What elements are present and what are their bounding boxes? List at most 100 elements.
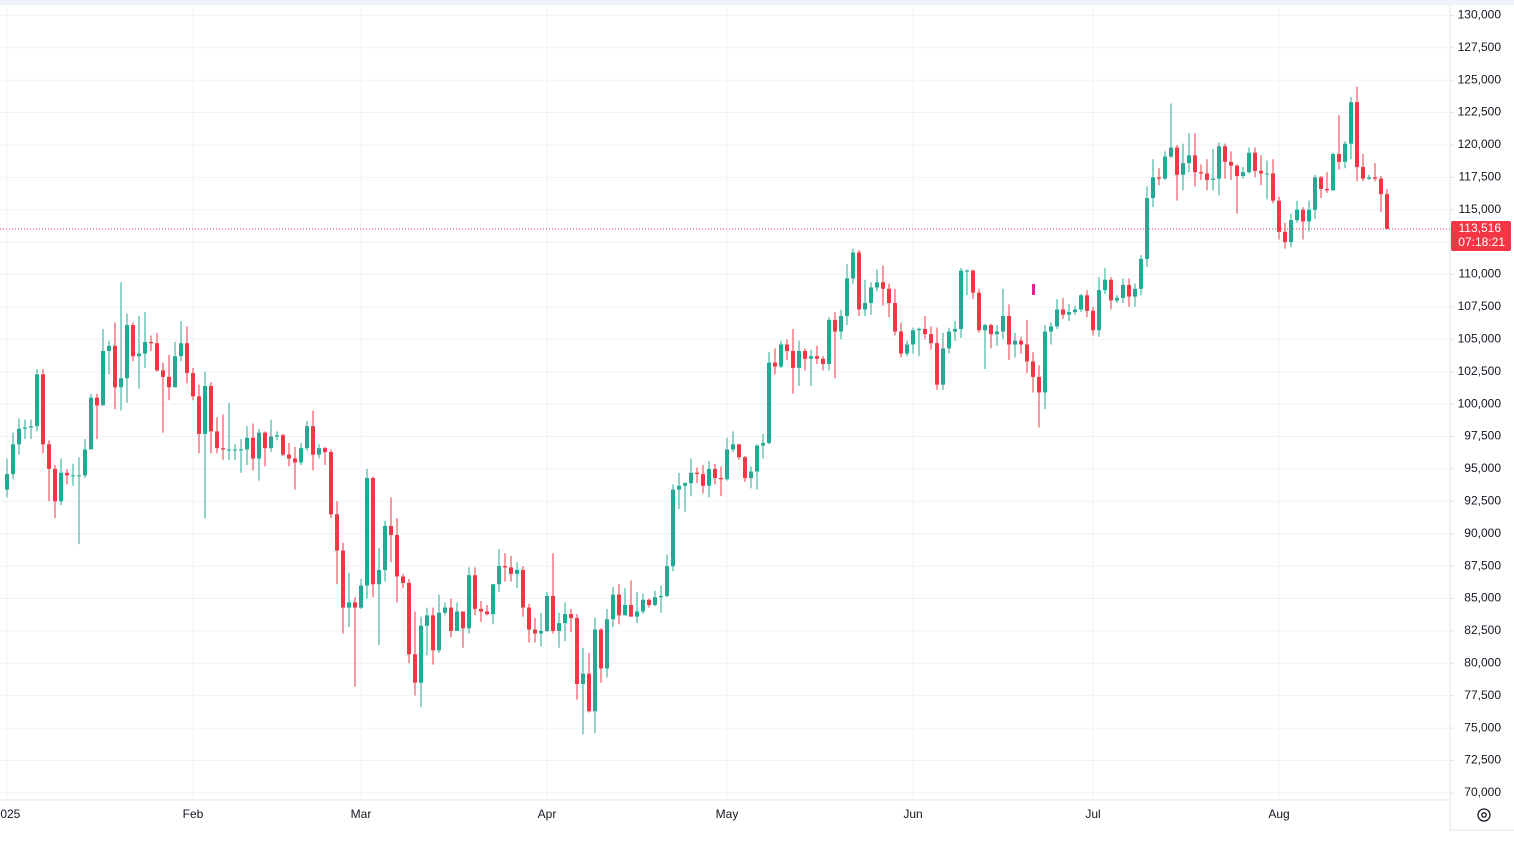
candle-body [1061, 309, 1065, 315]
candle-body [965, 270, 969, 272]
y-tick-label: 107,500 [1458, 299, 1502, 313]
marker [1032, 284, 1035, 295]
candle-body [689, 472, 693, 484]
candle-body [557, 623, 561, 631]
candle-body [467, 575, 471, 629]
candle-body [215, 431, 219, 449]
candle-body [383, 525, 387, 570]
candle-body [845, 278, 849, 317]
candle-body [209, 385, 213, 432]
candle-body [1259, 170, 1263, 174]
candle-body [173, 356, 177, 388]
candle-body [323, 448, 327, 453]
y-tick-label: 85,000 [1464, 591, 1501, 605]
candle-body [1295, 209, 1299, 221]
candle-body [545, 595, 549, 631]
candle-body [1013, 340, 1017, 345]
candle-body [275, 435, 279, 437]
candle-body [779, 344, 783, 367]
candle-body [659, 595, 663, 598]
y-tick-label: 120,000 [1458, 137, 1502, 151]
candle-body [821, 358, 825, 364]
candle-body [1337, 154, 1341, 162]
candle-body [1325, 189, 1329, 191]
candle-body [1301, 209, 1305, 222]
candle-body [701, 474, 705, 486]
candle-body [1343, 143, 1347, 162]
candle-body [317, 448, 321, 455]
candle-body [563, 614, 567, 624]
candle-body [551, 595, 555, 631]
y-tick-label: 102,500 [1458, 364, 1502, 378]
candle-body [515, 569, 519, 574]
candle-body [1073, 309, 1077, 313]
y-tick-label: 105,000 [1458, 331, 1502, 345]
candle-body [1103, 279, 1107, 291]
candle-body [485, 611, 489, 615]
candle-body [497, 566, 501, 585]
candle-body [983, 325, 987, 331]
candle-body [815, 356, 819, 359]
candle-body [425, 615, 429, 626]
candle-body [23, 427, 27, 429]
candle-body [407, 582, 411, 655]
candle-body [635, 611, 639, 617]
candle-body [683, 483, 687, 486]
candle-body [929, 334, 933, 344]
x-tick-label: Feb [183, 807, 204, 821]
candle-body [623, 604, 627, 616]
candle-body [509, 567, 513, 574]
settings-ring[interactable] [1477, 808, 1491, 822]
candle-body [1379, 178, 1383, 195]
candle-body [263, 432, 267, 449]
candle-body [353, 602, 357, 608]
y-tick-label: 117,500 [1459, 170, 1502, 184]
candle-body [137, 353, 141, 357]
y-tick-label: 122,500 [1458, 105, 1502, 119]
candle-body [1115, 297, 1119, 301]
candle-body [1121, 284, 1125, 298]
candle-body [605, 619, 609, 669]
candle-body [599, 629, 603, 669]
candle-body [767, 362, 771, 443]
candle-body [1055, 309, 1059, 327]
candle-body [413, 654, 417, 683]
candle-body [923, 328, 927, 335]
candle-body [251, 437, 255, 459]
candle-body [863, 303, 867, 310]
candle-body [479, 608, 483, 612]
candle-body [971, 270, 975, 293]
candle-body [461, 611, 465, 629]
candle-body [233, 449, 237, 451]
candle-body [89, 397, 93, 450]
candle-body [11, 444, 15, 475]
candle-body [1319, 177, 1323, 190]
candle-body [41, 374, 45, 445]
candle-body [155, 343, 159, 371]
candle-body [221, 448, 225, 450]
candle-body [1109, 279, 1113, 301]
candle-body [239, 449, 243, 451]
y-tick-label: 70,000 [1464, 785, 1501, 799]
candle-body [935, 343, 939, 385]
candle-body [521, 569, 525, 608]
y-tick-label: 100,000 [1458, 396, 1502, 410]
candle-body [449, 607, 453, 631]
settings-icon[interactable] [1477, 808, 1491, 822]
candle-body [113, 345, 117, 388]
candle-body [869, 287, 873, 304]
candle-body [227, 449, 231, 451]
candle-body [1307, 209, 1311, 222]
settings-core[interactable] [1481, 812, 1487, 818]
y-tick-label: 82,500 [1464, 623, 1501, 637]
candle-body [617, 594, 621, 616]
candle-body [1163, 156, 1167, 179]
candle-body [293, 458, 297, 463]
candle-body [809, 356, 813, 359]
candle-body [593, 629, 597, 712]
candle-body [419, 625, 423, 683]
candle-body [1037, 376, 1041, 393]
candle-body [59, 472, 63, 502]
